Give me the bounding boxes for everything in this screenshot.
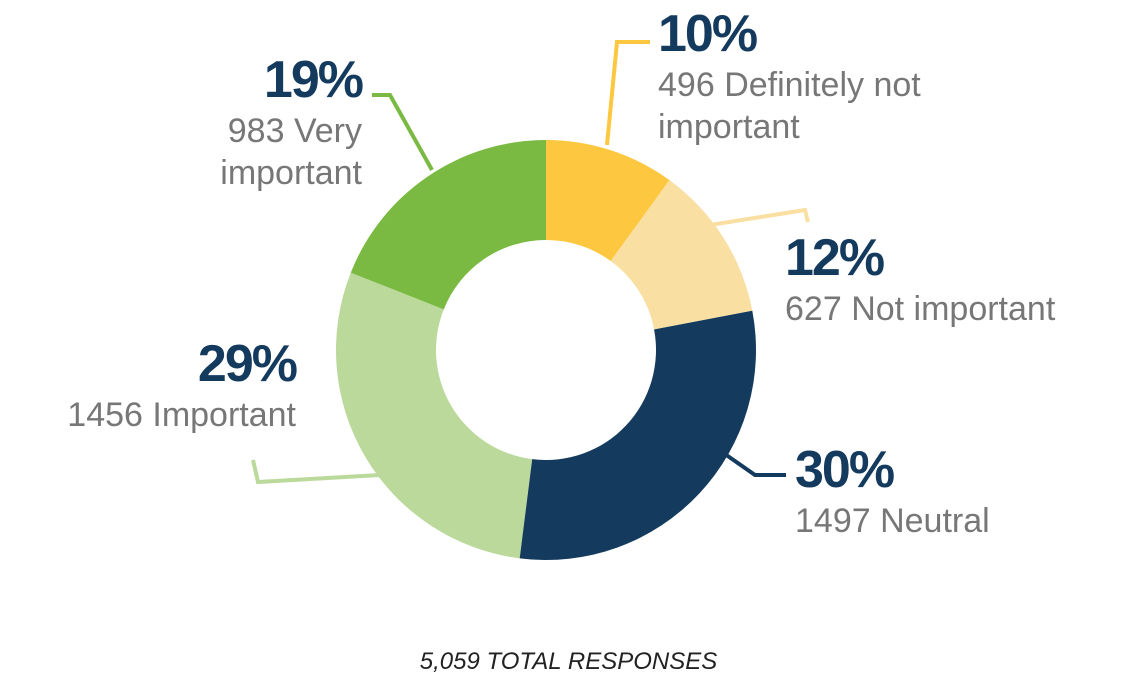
label-group: 19% 983 Very important xyxy=(162,50,364,194)
leader-line xyxy=(720,450,786,477)
percent-label: 19% xyxy=(263,51,364,109)
label-group: 10% 496 Definitely not important xyxy=(658,4,938,148)
count: 627 xyxy=(785,290,842,328)
label-group: 30% 1497 Neutral xyxy=(795,440,990,542)
category: Definitely not important xyxy=(658,66,921,146)
label-group: 12% 627 Not important xyxy=(785,228,1055,330)
percent-label: 12% xyxy=(785,229,885,287)
donut-slice xyxy=(350,140,546,310)
donut-slice xyxy=(335,272,533,559)
count: 1456 xyxy=(67,396,143,434)
label-group: 29% 1456 Important xyxy=(0,334,298,436)
count: 983 xyxy=(227,112,285,150)
count: 496 xyxy=(658,66,715,104)
category: Not important xyxy=(851,290,1056,328)
leader-line xyxy=(709,207,810,227)
category-label: 983 Very important xyxy=(162,110,362,194)
category: Very important xyxy=(220,112,362,192)
donut-slice xyxy=(610,180,753,330)
category-label: 1497 Neutral xyxy=(795,500,990,542)
percent-label: 30% xyxy=(795,441,895,499)
total-note: 5,059 TOTAL RESPONSES xyxy=(419,648,718,675)
count: 1497 xyxy=(795,502,871,540)
leaders xyxy=(251,40,810,485)
category-label: 1456 Important xyxy=(0,394,296,436)
category: Important xyxy=(152,396,296,434)
leader-line xyxy=(251,459,381,485)
category-label: 627 Not important xyxy=(785,288,1055,330)
donut-slice xyxy=(546,140,670,262)
percent-label: 10% xyxy=(658,5,758,63)
category-label: 496 Definitely not important xyxy=(658,64,938,148)
leader-line xyxy=(372,93,434,171)
leader-line xyxy=(605,40,650,146)
percent-label: 29% xyxy=(197,335,298,393)
category: Neutral xyxy=(880,502,990,540)
donut-slice xyxy=(519,310,757,561)
